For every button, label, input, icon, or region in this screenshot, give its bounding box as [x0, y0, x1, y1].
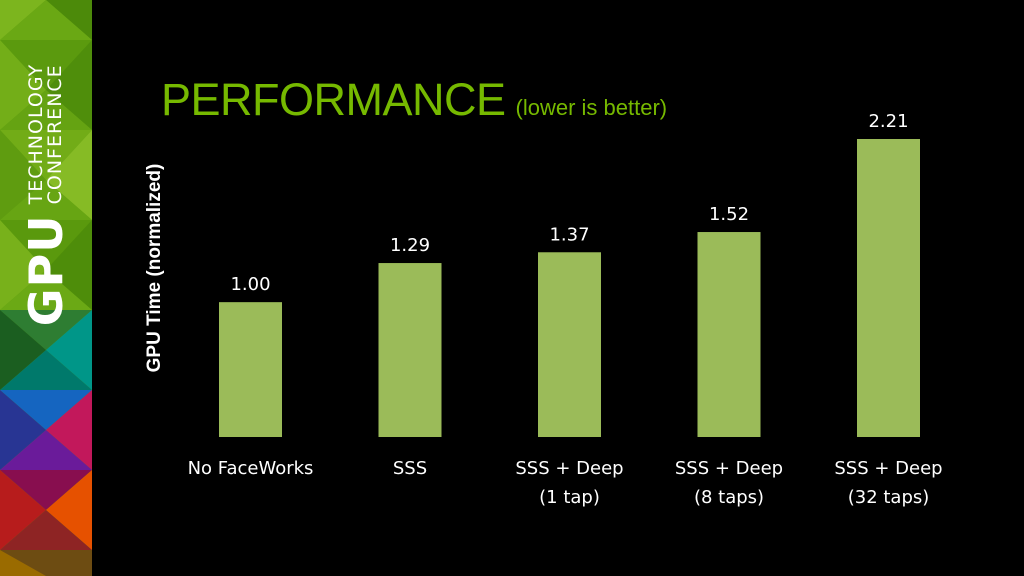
title-subtitle: (lower is better): [515, 95, 668, 120]
x-tick-label-3-line-1: SSS + Deep: [515, 458, 623, 479]
x-tick-label-4-line-2: (8 taps): [694, 487, 764, 508]
bar-2: [378, 263, 442, 437]
bar-4: [697, 232, 761, 437]
bar-5: [857, 139, 920, 437]
triangle-pattern: [0, 0, 92, 576]
x-tick-label-5-line-2: (32 taps): [848, 487, 930, 508]
bar-3: [538, 252, 601, 437]
data-label-5: 2.21: [868, 111, 908, 132]
x-tick-label-5-line-1: SSS + Deep: [834, 458, 942, 479]
page-title: PERFORMANCE (lower is better): [161, 74, 667, 126]
x-tick-label-3-line-2: (1 tap): [539, 487, 600, 508]
bar-1: [219, 302, 282, 437]
x-tick-label-4-line-1: SSS + Deep: [675, 458, 783, 479]
x-tick-label-2-line-1: SSS: [393, 458, 427, 479]
title-main: PERFORMANCE: [161, 74, 506, 125]
x-tick-label-1-line-1: No FaceWorks: [188, 458, 314, 479]
data-label-3: 1.37: [549, 224, 589, 245]
data-label-4: 1.52: [709, 204, 749, 225]
data-label-2: 1.29: [390, 235, 430, 256]
sidebar-decoration: GPU TECHNOLOGY CONFERENCE: [0, 0, 92, 576]
data-label-1: 1.00: [230, 274, 270, 295]
